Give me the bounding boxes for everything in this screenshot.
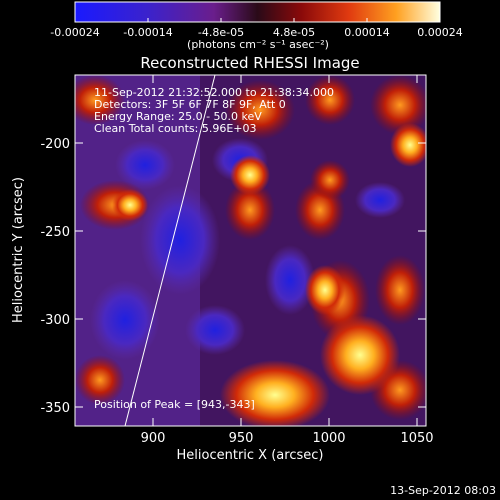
footer-timestamp: 13-Sep-2012 08:03 <box>390 484 496 497</box>
colorbar-tick-label: -0.00024 <box>50 26 99 39</box>
y-axis-label: Heliocentric Y (arcsec) <box>11 177 26 323</box>
colorbar-tick-label: 4.8e-05 <box>273 26 315 39</box>
colorbar-ticks <box>74 18 441 22</box>
colorbar-tick-label: -0.00014 <box>123 26 172 39</box>
colorbar-units: (photons cm⁻² s⁻¹ asec⁻²) <box>187 38 329 51</box>
rhessi-image <box>75 75 426 426</box>
x-tick-label: 1000 <box>312 431 345 446</box>
solar-limb-line <box>124 75 216 426</box>
peak-position-label: Position of Peak = [943,-343] <box>94 398 255 411</box>
x-tick-label: 900 <box>141 431 166 446</box>
axis-ticks <box>75 75 426 426</box>
info-line: Clean Total counts: 5.96E+03 <box>94 122 257 135</box>
plot-frame <box>74 74 427 427</box>
y-tick-label: -250 <box>40 225 70 240</box>
y-tick-label: -200 <box>40 137 70 152</box>
x-axis-label: Heliocentric X (arcsec) <box>177 448 324 463</box>
colorbar-tick-label: -4.8e-05 <box>198 26 244 39</box>
info-line: Energy Range: 25.0 - 50.0 keV <box>94 110 262 123</box>
info-line: Detectors: 3F 5F 6F 7F 8F 9F, Att 0 <box>94 98 286 111</box>
x-tick-label: 1050 <box>400 431 433 446</box>
plot-title: Reconstructed RHESSI Image <box>140 54 359 72</box>
x-tick-label: 950 <box>229 431 254 446</box>
colorbar <box>74 1 441 23</box>
y-tick-label: -350 <box>40 401 70 416</box>
y-tick-label: -300 <box>40 313 70 328</box>
info-line: 11-Sep-2012 21:32:52.000 to 21:38:34.000 <box>94 86 334 99</box>
colorbar-tick-label: 0.00024 <box>417 26 463 39</box>
colorbar-tick-label: 0.00014 <box>344 26 390 39</box>
